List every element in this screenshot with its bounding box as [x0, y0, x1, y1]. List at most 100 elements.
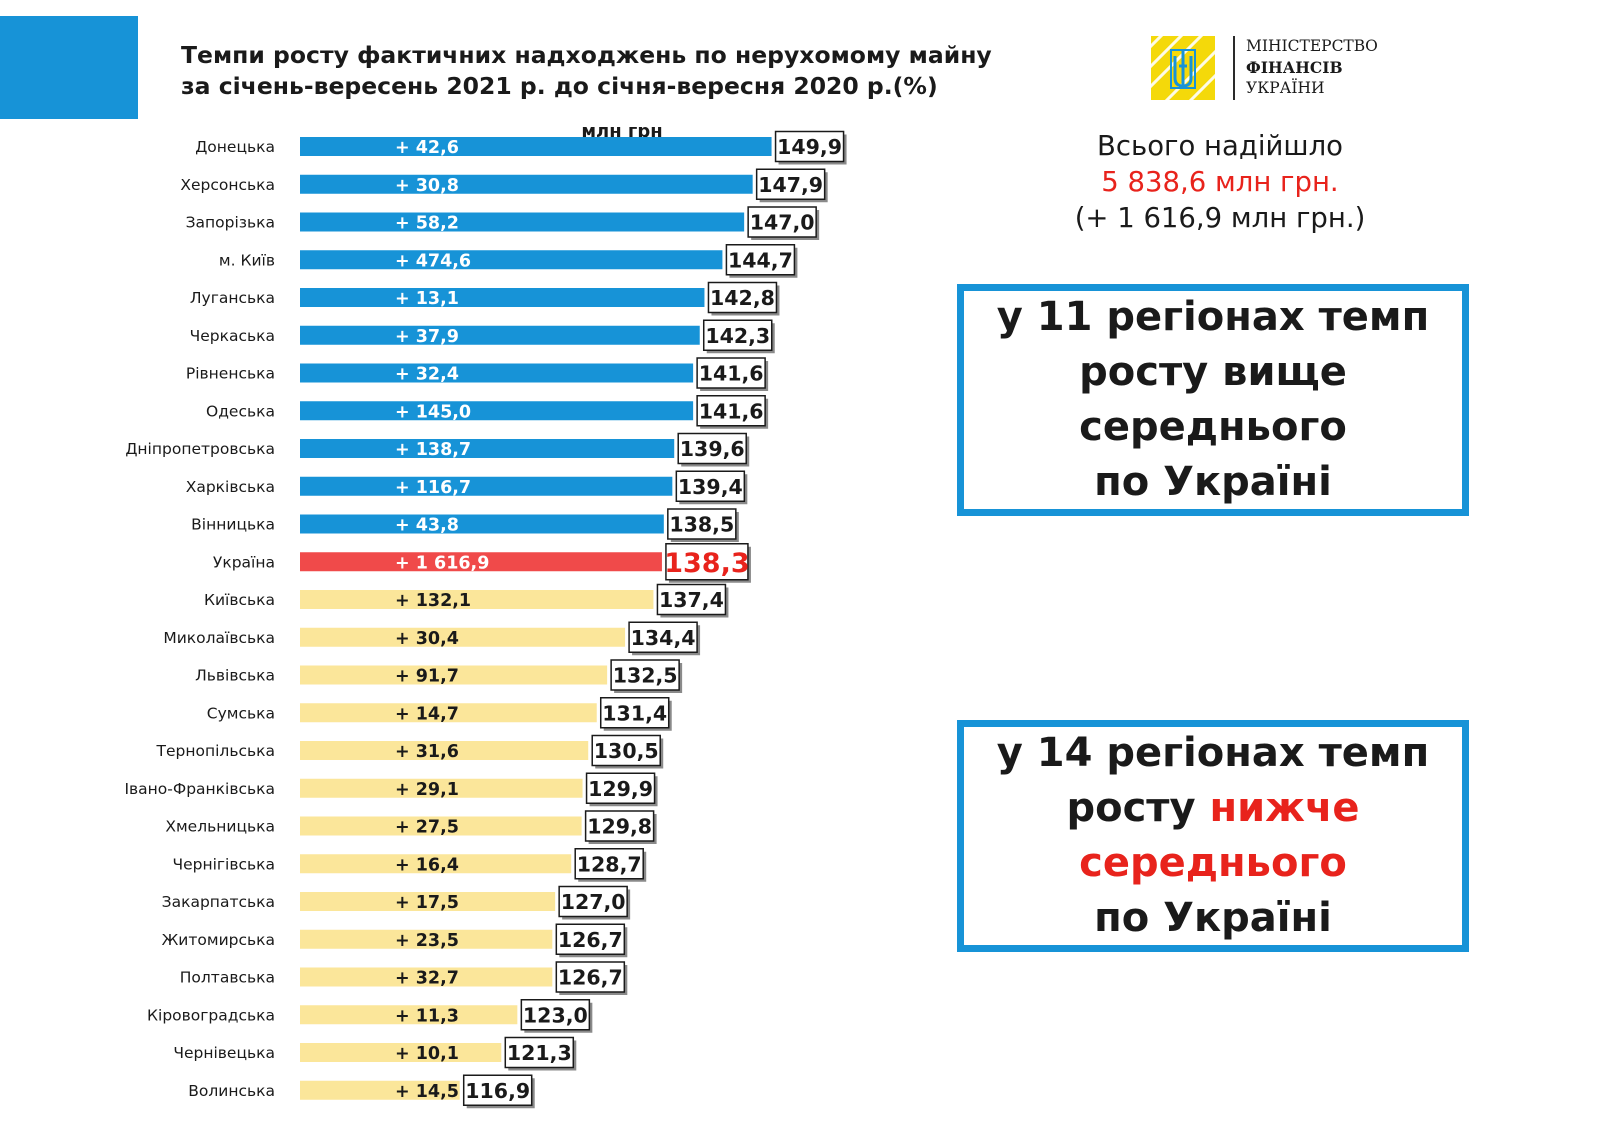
- value-box: [584, 810, 655, 842]
- increase-label: + 30,4: [395, 629, 459, 649]
- increase-label: + 1 616,9: [395, 553, 489, 573]
- value-label: 116,9: [465, 1079, 530, 1103]
- bar: [300, 929, 553, 949]
- increase-label: + 23,5: [395, 931, 459, 951]
- bar: [300, 212, 745, 232]
- total-label: Всього надійшло: [1097, 130, 1343, 162]
- category-label: Івано-Франківська: [124, 780, 275, 798]
- value-label: 142,8: [710, 286, 775, 310]
- bar: [300, 552, 662, 572]
- value-box: [707, 281, 778, 314]
- above-callout-line-3: середнього: [1079, 404, 1347, 450]
- category-label: Закарпатська: [162, 893, 275, 911]
- unit-label: млн грн: [581, 121, 662, 142]
- logo-text: МІНІСТЕРСТВО ФІНАНСІВ УКРАЇНИ: [1246, 36, 1378, 99]
- bar: [300, 325, 700, 345]
- logo-line-1: МІНІСТЕРСТВО: [1246, 37, 1378, 55]
- increase-label: + 91,7: [395, 667, 459, 687]
- category-label: Херсонська: [180, 176, 275, 194]
- value-label: 128,7: [577, 852, 642, 876]
- category-label: Хмельницька: [165, 818, 275, 836]
- value-box: [656, 583, 727, 616]
- category-label: Львівська: [195, 667, 275, 685]
- value-label: 138,3: [664, 548, 749, 579]
- increase-label: + 14,7: [395, 704, 459, 724]
- value-label: 137,4: [659, 588, 724, 612]
- value-label: 141,6: [699, 399, 764, 423]
- value-box: [702, 319, 773, 351]
- increase-label: + 32,4: [395, 365, 459, 385]
- bar: [300, 1080, 460, 1100]
- value-label: 129,8: [587, 815, 652, 839]
- increase-label: + 132,1: [395, 591, 471, 611]
- corner-accent-block: [0, 16, 138, 119]
- value-box: [585, 772, 656, 804]
- value-label: 129,9: [588, 777, 653, 801]
- above-callout-line-1: у 11 регіонах темп: [996, 294, 1430, 340]
- value-label: 132,5: [613, 664, 678, 688]
- value-box: [520, 999, 591, 1031]
- category-label: м. Київ: [219, 251, 275, 269]
- below-callout-line-2a: росту: [1066, 785, 1210, 831]
- title-line-2: за січень-вересень 2021 р. до січня-вере…: [181, 72, 938, 100]
- increase-label: + 32,7: [395, 969, 459, 989]
- category-label: Донецька: [195, 138, 275, 156]
- value-box: [747, 206, 817, 238]
- bar: [300, 892, 556, 911]
- increase-label: + 30,8: [395, 176, 459, 196]
- value-box: [599, 697, 670, 729]
- below-callout-line-2: росту нижче: [997, 781, 1429, 836]
- bar: [300, 1043, 502, 1062]
- value-label: 131,4: [602, 701, 667, 725]
- value-label: 139,6: [680, 437, 745, 461]
- bar: [300, 1005, 518, 1025]
- above-average-callout: у 11 регіонах темп росту вище середнього…: [957, 284, 1469, 516]
- value-label: 147,0: [750, 211, 815, 235]
- title-line-1: Темпи росту фактичних надходжень по неру…: [181, 41, 992, 69]
- bar: [300, 665, 608, 685]
- bar: [300, 363, 694, 383]
- bar: [300, 514, 664, 534]
- value-box: [591, 734, 661, 767]
- bar: [300, 703, 597, 723]
- value-box: [574, 848, 644, 880]
- bar: [300, 590, 654, 609]
- category-label: Рівненська: [186, 365, 275, 383]
- increase-label: + 31,6: [395, 742, 459, 762]
- category-label: Україна: [213, 553, 275, 571]
- value-label: 142,3: [705, 324, 770, 348]
- category-label: Житомирська: [162, 931, 275, 949]
- value-label: 123,0: [523, 1003, 588, 1027]
- value-box: [462, 1074, 533, 1106]
- increase-label: + 13,1: [395, 289, 459, 309]
- value-label: 134,4: [631, 626, 696, 650]
- bar: [300, 741, 589, 760]
- value-box: [558, 885, 628, 918]
- page-title: Темпи росту фактичних надходжень по неру…: [181, 40, 1081, 102]
- bar: [300, 854, 572, 874]
- increase-label: + 10,1: [395, 1044, 459, 1064]
- bar: [300, 137, 772, 156]
- increase-label: + 474,6: [395, 251, 471, 271]
- ministry-logo: МІНІСТЕРСТВО ФІНАНСІВ УКРАЇНИ: [1151, 34, 1451, 104]
- increase-label: + 16,4: [395, 855, 459, 875]
- increase-label: + 17,5: [395, 893, 459, 913]
- increase-label: + 42,6: [395, 138, 459, 158]
- increase-label: + 145,0: [395, 402, 471, 422]
- category-label: Чернівецька: [173, 1044, 275, 1062]
- value-label: 138,5: [669, 513, 734, 537]
- total-increase: (+ 1 616,9 млн грн.): [1074, 202, 1366, 234]
- category-label: Одеська: [206, 402, 275, 420]
- bar: [300, 967, 553, 987]
- value-label: 141,6: [699, 362, 764, 386]
- category-label: Черкаська: [190, 327, 275, 345]
- value-label: 127,0: [561, 890, 626, 914]
- increase-label: + 43,8: [395, 516, 459, 536]
- increase-label: + 58,2: [395, 214, 459, 234]
- value-box: [610, 659, 680, 691]
- bar: [300, 627, 626, 647]
- increase-label: + 138,7: [395, 440, 471, 460]
- category-label: Волинська: [188, 1082, 275, 1100]
- category-label: Київська: [204, 591, 275, 609]
